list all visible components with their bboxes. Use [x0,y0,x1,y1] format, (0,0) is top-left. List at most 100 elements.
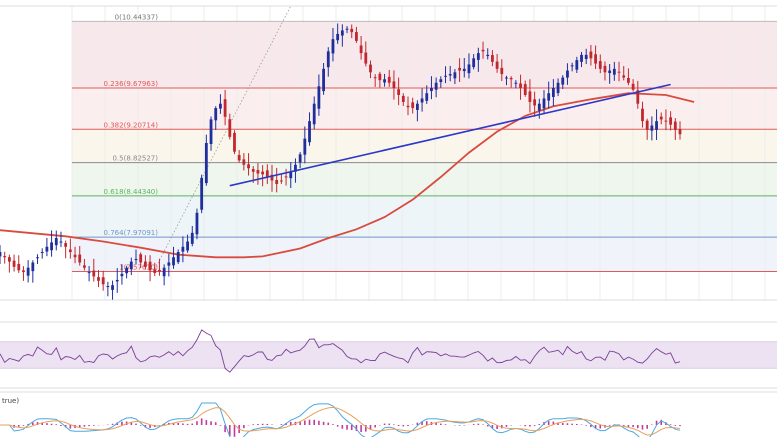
candlestick [308,112,311,146]
candlestick [542,90,546,114]
candlestick [111,280,114,300]
candle-body [265,170,269,177]
candle-body [519,83,522,89]
rsi-band [0,341,777,369]
candle-body [561,77,565,85]
candle-body [401,95,405,102]
candlestick [148,255,152,282]
candlestick [505,75,508,86]
candle-body [172,257,175,266]
candle-body [247,164,250,169]
candlestick [500,59,504,81]
candlestick [622,66,626,81]
candlestick [242,153,246,171]
candlestick [139,252,143,268]
candlestick [589,44,593,66]
candlestick [279,174,283,184]
candle-body [251,169,255,172]
candlestick [566,63,569,85]
candle-body [659,116,663,120]
candlestick [659,112,663,125]
candlestick [92,258,96,282]
fib-level-label: 0.382(9.20714) [104,121,159,129]
candle-body [181,246,185,252]
candle-body [387,76,391,83]
candle-body [406,105,410,108]
candle-body [31,262,35,272]
candle-body [547,93,551,101]
candle-body [106,286,110,288]
candlestick [444,66,447,84]
candlestick [115,268,119,293]
fib-level-label: 0.764(7.97091) [104,229,159,237]
candle-body [505,77,508,79]
candlestick [322,62,325,95]
fib-zone [72,129,777,163]
candlestick [237,150,241,163]
candlestick [68,238,72,259]
candle-body [148,261,152,271]
candlestick [233,130,236,155]
candle-body [73,254,77,258]
candlestick [434,77,438,98]
candle-body [439,79,443,83]
candle-body [622,75,626,78]
candlestick [448,65,452,82]
candlestick [523,80,527,97]
candle-body [129,261,133,270]
candlestick [17,255,21,273]
candlestick [364,41,368,67]
candlestick [45,238,49,257]
candle-body [3,256,7,258]
candle-body [603,65,607,73]
candle-body [542,98,546,109]
candle-body [369,64,372,73]
candlestick [303,126,307,164]
candle-body [209,119,213,144]
fib-zone [72,271,777,300]
candlestick [580,51,583,68]
candlestick [420,88,424,112]
candlestick [40,248,44,259]
candlestick [312,96,316,130]
candlestick [298,152,302,169]
candle-body [162,267,166,277]
candlestick [64,240,68,259]
candle-body [383,79,386,83]
candlestick [209,116,213,151]
candle-body [7,257,11,262]
candle-body [223,99,227,117]
candle-body [397,89,401,95]
candle-body [40,252,44,254]
candlestick [172,246,175,269]
candle-body [97,277,100,281]
candlestick [458,58,461,82]
candle-body [467,64,471,74]
candlestick [12,254,16,272]
candlestick [78,245,82,266]
candlestick [355,26,358,43]
candlestick [223,89,227,126]
candlestick [645,118,649,140]
candlestick [101,270,105,291]
candlestick [533,91,537,117]
candle-body [617,71,621,73]
candlestick [561,75,565,90]
candlestick [491,50,494,67]
candlestick [673,118,677,140]
candlestick [200,174,204,214]
candlestick [275,167,279,193]
candle-body [120,273,124,277]
candle-body [453,72,457,79]
fib-level-label: 0(10.44337) [115,13,159,21]
candle-body [641,108,644,122]
candle-body [444,75,447,77]
candle-body [575,60,579,70]
fib-level-label: 1(7.57610) [119,264,158,272]
candle-body [636,90,640,104]
candle-body [430,88,433,92]
candlestick [401,93,405,106]
candlestick [664,109,668,131]
candlestick [284,168,288,186]
candle-body [631,83,635,90]
